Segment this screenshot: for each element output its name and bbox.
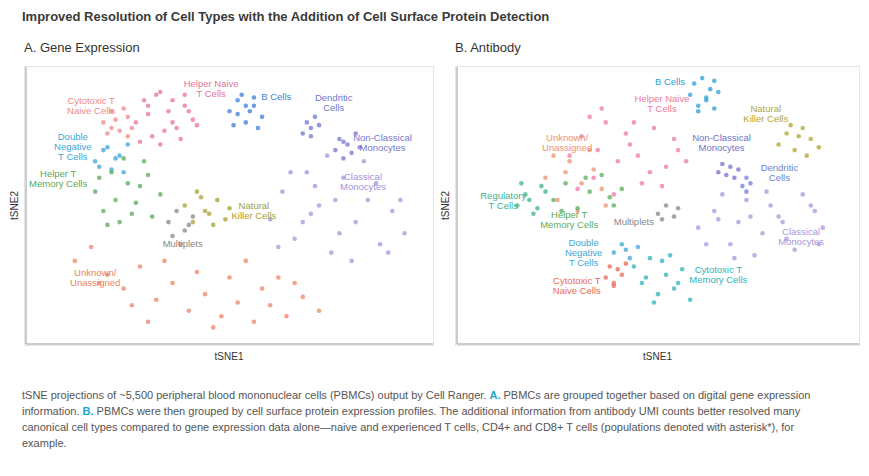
html-text:tSNE1: tSNE1 [643,351,672,362]
svg-text:Helper NaiveT Cells: Helper NaiveT Cells [635,93,690,114]
svg-text:ClassicalMonocytes: ClassicalMonocytes [778,226,824,247]
svg-text:Multiplets: Multiplets [614,216,654,227]
svg-text:DendriticCells: DendriticCells [315,92,353,113]
html-text:B. Antibody: B. Antibody [455,40,521,55]
html-text:tSNE1: tSNE1 [214,351,244,362]
svg-text:Helper TMemory Cells: Helper TMemory Cells [29,168,87,189]
html-text:A. Gene Expression: A. Gene Expression [24,40,140,55]
svg-text:Cytotoxic TNaive Cells: Cytotoxic TNaive Cells [67,95,115,116]
html-text:tSNE2: tSNE2 [439,191,451,220]
svg-text:NaturalKiller Cells: NaturalKiller Cells [231,200,276,221]
svg-text:B Cells: B Cells [261,91,291,102]
svg-text:ClassicalMonocytes: ClassicalMonocytes [340,171,386,192]
svg-text:DoubleNegativeT Cells: DoubleNegativeT Cells [54,131,92,162]
svg-text:Helper NaiveT Cells: Helper NaiveT Cells [184,78,239,99]
svg-text:RegulatoryT Cells: RegulatoryT Cells [480,190,526,211]
svg-text:Non-ClassicalMonocytes: Non-ClassicalMonocytes [692,132,751,153]
svg-text:Non-ClassicalMonocytes: Non-ClassicalMonocytes [353,132,412,153]
svg-text:NaturalKiller Cells: NaturalKiller Cells [743,103,788,124]
svg-text:Unknown/Unassigned: Unknown/Unassigned [70,267,120,288]
svg-text:DoubleNegativeT Cells: DoubleNegativeT Cells [565,237,603,268]
html-text:Improved Resolution of Cell Ty: Improved Resolution of Cell Types with t… [22,9,550,24]
svg-text:B Cells: B Cells [655,76,685,87]
html-text:tSNE2: tSNE2 [8,191,20,220]
svg-text:Cytotoxic TNaive Cells: Cytotoxic TNaive Cells [553,275,601,296]
svg-text:Unknown/Unassigned: Unknown/Unassigned [542,132,592,153]
html-text:tSNE projections of ~5,500 per: tSNE projections of ~5,500 peripheral bl… [22,389,811,449]
svg-text:Cytotoxic TMemory Cells: Cytotoxic TMemory Cells [689,264,747,285]
svg-text:DendriticCells: DendriticCells [761,162,799,183]
svg-text:Helper TMemory Cells: Helper TMemory Cells [540,209,598,230]
svg-text:Multiplets: Multiplets [163,238,203,249]
